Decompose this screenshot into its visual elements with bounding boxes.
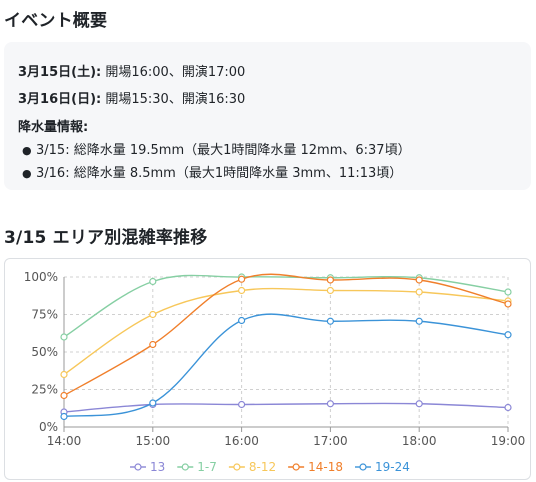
series-line-1-7 bbox=[63, 274, 509, 338]
data-point-8-12 bbox=[149, 310, 157, 319]
rain-item-0315: ● 3/15: 総降水量 19.5mm（最大1時間降水量 12mm、6:37頃） bbox=[22, 139, 411, 158]
data-point-19-24 bbox=[326, 317, 334, 325]
legend-marker-13 bbox=[134, 463, 142, 471]
section-title-event: イベント概要 bbox=[4, 11, 108, 31]
day2-date: 3月16日(日): bbox=[18, 92, 102, 107]
data-point-1-7 bbox=[504, 288, 512, 296]
series-line-8-12 bbox=[63, 287, 509, 376]
data-point-14-18 bbox=[238, 275, 246, 283]
data-point-13 bbox=[238, 400, 246, 409]
section-title-chart: 3/15 エリア別混雑率推移 bbox=[4, 228, 208, 248]
data-point-14-18 bbox=[504, 300, 512, 308]
data-point-8-12 bbox=[60, 370, 68, 379]
legend-marker-8-12 bbox=[233, 463, 241, 471]
x-tick-label: 14:00 bbox=[47, 434, 82, 448]
data-point-14-18 bbox=[60, 391, 68, 400]
data-point-14-18 bbox=[149, 340, 157, 349]
chart-canvas: 0% 25% 50% 75% 100% 14:00 15:00 16:00 17:00 18:00… bbox=[24, 270, 526, 474]
congestion-chart: 0% 25% 50% 75% 100% 14:00 15:00 16:00 17:00 18:00… bbox=[4, 258, 531, 480]
x-tick-label: 19:00 bbox=[491, 434, 526, 448]
y-tick-label: 0% bbox=[39, 420, 58, 434]
data-point-19-24 bbox=[504, 331, 512, 339]
event-info-box: 3月15日(土): 開場16:00、開演17:00 3月16日(日): 開場15… bbox=[4, 42, 531, 190]
data-point-19-24 bbox=[415, 317, 423, 325]
rain-item-text: 3/15: 総降水量 19.5mm（最大1時間降水量 12mm、6:37頃） bbox=[36, 143, 411, 158]
day1-schedule: 3月15日(土): 開場16:00、開演17:00 bbox=[18, 61, 245, 80]
data-point-19-24 bbox=[149, 399, 157, 407]
y-tick-label: 50% bbox=[31, 345, 58, 359]
y-tick-label: 100% bbox=[24, 270, 58, 284]
data-point-13 bbox=[415, 400, 423, 408]
data-point-1-7 bbox=[149, 277, 157, 286]
data-point-19-24 bbox=[238, 316, 246, 325]
bullet-icon: ● bbox=[22, 167, 32, 180]
series-line-19-24 bbox=[63, 313, 509, 418]
data-point-8-12 bbox=[238, 286, 246, 295]
x-tick-label: 17:00 bbox=[313, 434, 348, 448]
series-line-14-18 bbox=[63, 273, 509, 397]
day2-schedule: 3月16日(日): 開場15:30、開演16:30 bbox=[18, 88, 245, 107]
series-line-13 bbox=[63, 402, 509, 413]
data-point-19-24 bbox=[60, 412, 68, 421]
data-point-14-18 bbox=[326, 276, 334, 284]
data-point-13 bbox=[504, 403, 512, 412]
legend-marker-14-18 bbox=[292, 463, 300, 471]
y-tick-label: 75% bbox=[31, 308, 58, 322]
day1-times: 開場16:00、開演17:00 bbox=[101, 65, 246, 80]
legend-marker-1-7 bbox=[181, 463, 189, 471]
legend-label-13: 13 bbox=[150, 460, 165, 474]
y-tick-label: 25% bbox=[31, 383, 58, 397]
data-point-14-18 bbox=[415, 276, 423, 284]
day2-times: 開場15:30、開演16:30 bbox=[101, 92, 246, 107]
legend-label-14-18: 14-18 bbox=[308, 460, 343, 474]
bullet-icon: ● bbox=[22, 144, 32, 157]
rain-item-0316: ● 3/16: 総降水量 8.5mm（最大1時間降水量 3mm、11:13頃） bbox=[22, 162, 402, 181]
legend-label-8-12: 8-12 bbox=[249, 460, 276, 474]
legend-marker-19-24 bbox=[359, 463, 367, 471]
rain-heading: 降水量情報: bbox=[18, 120, 89, 135]
data-point-1-7 bbox=[60, 333, 68, 341]
x-tick-label: 15:00 bbox=[136, 434, 171, 448]
x-tick-label: 16:00 bbox=[224, 434, 259, 448]
data-point-8-12 bbox=[415, 288, 423, 296]
legend-label-19-24: 19-24 bbox=[375, 460, 410, 474]
legend-label-1-7: 1-7 bbox=[197, 460, 217, 474]
rain-item-text: 3/16: 総降水量 8.5mm（最大1時間降水量 3mm、11:13頃） bbox=[36, 166, 403, 181]
x-tick-label: 18:00 bbox=[402, 434, 437, 448]
data-point-8-12 bbox=[326, 286, 334, 295]
data-point-13 bbox=[326, 400, 334, 408]
day1-date: 3月15日(土): bbox=[18, 65, 102, 80]
